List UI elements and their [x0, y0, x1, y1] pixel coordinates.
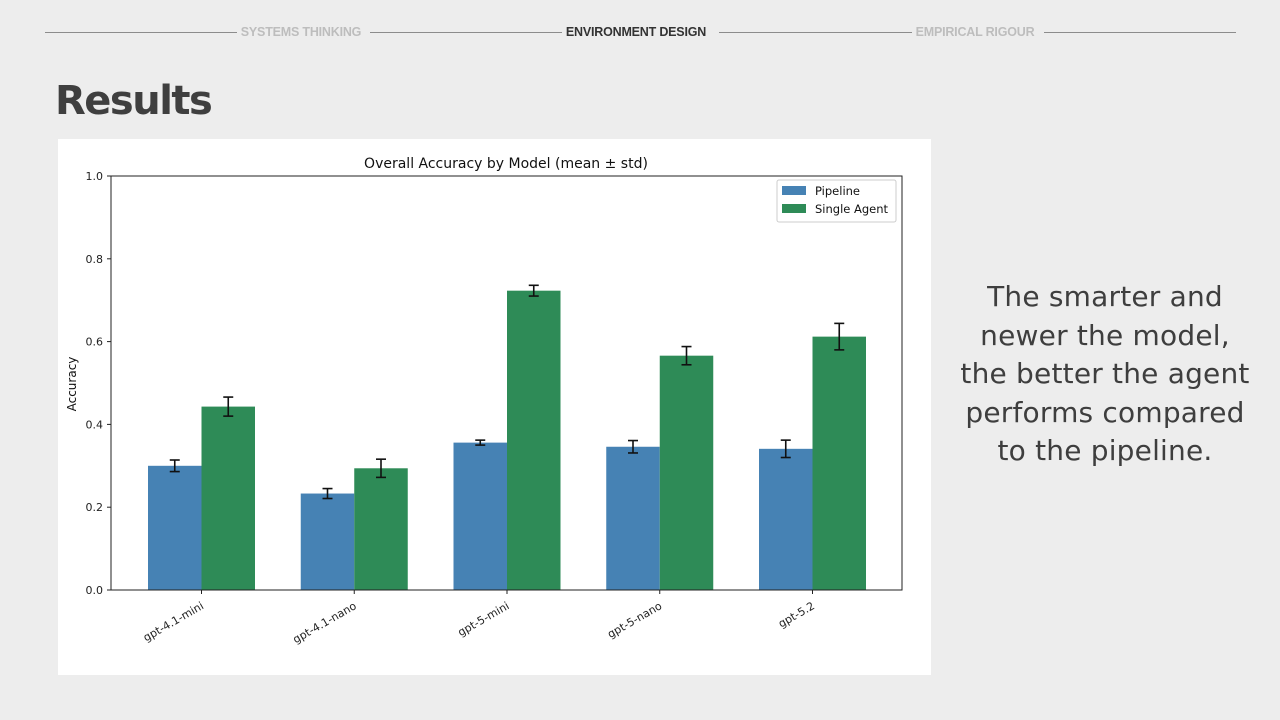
bar-pipeline: [453, 442, 507, 590]
bar-single-agent: [354, 468, 408, 590]
y-axis-label: Accuracy: [65, 357, 79, 412]
x-tick-label: gpt-5-nano: [605, 599, 664, 641]
caption-line: to the pipeline.: [997, 434, 1213, 467]
nav-divider: [370, 32, 562, 33]
page-title: Results: [55, 78, 213, 124]
bar-single-agent: [812, 336, 866, 590]
nav-item-empirical-rigour[interactable]: EMPIRICAL RIGOUR: [915, 25, 1035, 39]
accuracy-chart: Overall Accuracy by Model (mean ± std) A…: [58, 139, 931, 675]
x-axis: gpt-4.1-mini gpt-4.1-nano gpt-5-mini gpt-5-…: [141, 590, 817, 646]
section-nav: SYSTEMS THINKING ENVIRONMENT DESIGN EMPI…: [0, 0, 1280, 64]
y-tick-label: 0.2: [86, 501, 104, 514]
legend-swatch-pipeline: [782, 186, 806, 195]
plot-frame: [110, 175, 903, 591]
legend-swatch-single-agent: [782, 204, 806, 213]
chart-svg: Overall Accuracy by Model (mean ± std) A…: [65, 156, 903, 646]
caption-line: the better the agent: [960, 357, 1250, 390]
bar-single-agent: [507, 290, 561, 590]
y-tick-label: 0.6: [86, 336, 104, 349]
y-axis: 0.0 0.2 0.4 0.6 0.8 1.0: [86, 170, 111, 597]
nav-divider: [1044, 32, 1236, 33]
legend-label-pipeline: Pipeline: [815, 184, 860, 198]
caption-line: performs compared: [965, 395, 1245, 429]
nav-item-systems-thinking[interactable]: SYSTEMS THINKING: [240, 25, 362, 39]
legend-label-single-agent: Single Agent: [815, 202, 889, 216]
caption-line: newer the model,: [980, 318, 1230, 352]
x-tick-label: gpt-4.1-mini: [141, 599, 206, 644]
bar-single-agent: [201, 406, 255, 590]
y-tick-label: 0.8: [86, 253, 104, 266]
bars-group: [148, 290, 866, 590]
legend: Pipeline Single Agent: [776, 179, 897, 223]
y-tick-label: 0.4: [86, 418, 104, 431]
bar-pipeline: [759, 448, 813, 590]
nav-divider: [45, 32, 237, 33]
legend-box: [776, 179, 897, 223]
bar-pipeline: [606, 446, 660, 590]
bar-pipeline: [300, 493, 355, 590]
nav-divider: [719, 32, 912, 33]
y-tick-label: 0.0: [86, 584, 104, 597]
bar-pipeline: [148, 465, 202, 590]
bar-single-agent: [659, 355, 714, 590]
x-tick-label: gpt-4.1-nano: [291, 599, 359, 646]
y-tick-label: 1.0: [86, 170, 104, 183]
chart-title: Overall Accuracy by Model (mean ± std): [364, 156, 648, 172]
results-caption: The smarter and newer the model, the bet…: [950, 278, 1260, 471]
error-bars-group: [169, 284, 845, 500]
x-tick-label: gpt-5.2: [776, 599, 817, 630]
x-tick-label: gpt-5-mini: [456, 599, 512, 639]
nav-item-environment-design[interactable]: ENVIRONMENT DESIGN: [565, 25, 707, 39]
caption-line: The smarter and: [987, 280, 1223, 313]
